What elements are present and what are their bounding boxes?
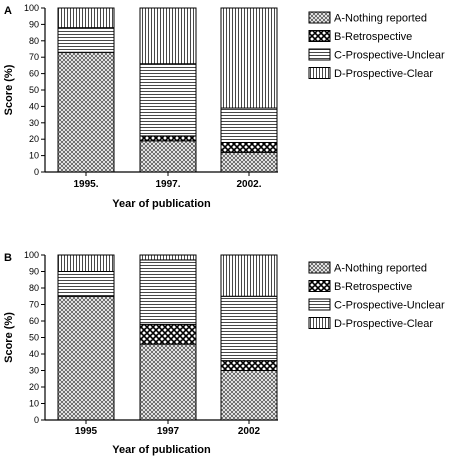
bar-segment	[57, 51, 115, 173]
bar-segment	[220, 107, 278, 143]
x-tick-label: 1995	[75, 426, 98, 437]
legend-swatch	[308, 280, 331, 292]
bar-segment	[220, 254, 278, 297]
legend-label: D-Prospective-Clear	[334, 68, 433, 80]
y-tick-label: 50	[29, 85, 39, 95]
y-tick-label: 30	[29, 366, 39, 376]
y-tick-label: 70	[29, 300, 39, 310]
legend-label: A-Nothing reported	[334, 263, 427, 275]
y-tick-label: 10	[29, 151, 39, 161]
bar-segment	[139, 7, 197, 65]
y-tick-label: 20	[29, 382, 39, 392]
y-tick-label: 0	[34, 415, 39, 425]
y-tick-label: 100	[24, 3, 39, 13]
legend-label: D-Prospective-Clear	[334, 318, 433, 330]
y-tick-label: 20	[29, 134, 39, 144]
y-tick-label: 50	[29, 333, 39, 343]
legend-swatch	[308, 11, 331, 24]
x-axis-title: Year of publication	[112, 444, 211, 456]
legend-label: A-Nothing reported	[334, 13, 427, 25]
chart-panel-a: A 0 10 20 30 40 50 60 70 80 90 100 Score (%) 1995. 199…	[3, 3, 445, 210]
legend-label: B-Retrospective	[334, 31, 412, 43]
legend-swatch	[308, 298, 331, 311]
legend-swatch	[308, 317, 331, 329]
y-tick-label: 40	[29, 349, 39, 359]
legend-label: C-Prospective-Unclear	[334, 50, 445, 62]
y-tick-label: 60	[29, 69, 39, 79]
bar-segment	[220, 141, 278, 153]
legend-label: B-Retrospective	[334, 281, 412, 293]
x-tick-label: 1997.	[155, 179, 180, 190]
legend-swatch	[308, 48, 331, 61]
panel-label: A	[4, 5, 12, 17]
y-axis-title: Score (%)	[3, 312, 15, 363]
bar-segment	[57, 7, 115, 29]
x-tick-label: 2002.	[236, 179, 261, 190]
y-tick-label: 80	[29, 36, 39, 46]
x-tick-label: 1995.	[73, 179, 98, 190]
legend: A-Nothing reported B-Retrospective C-Prosp…	[308, 261, 445, 330]
panel-label: B	[4, 252, 12, 264]
bar-segment	[139, 140, 197, 173]
bar-segment	[220, 7, 278, 109]
bar-segment	[220, 295, 278, 362]
bar-segment	[57, 271, 115, 297]
y-tick-label: 80	[29, 283, 39, 293]
chart-panel-b: B 0 10 20 30 40 50 60 70 80 90 100 Score (%) 1995 1997…	[3, 250, 445, 456]
y-tick-label: 60	[29, 316, 39, 326]
bar-segment	[220, 360, 278, 372]
x-axis-title: Year of publication	[112, 198, 211, 210]
y-tick-label: 30	[29, 118, 39, 128]
bar-segment	[139, 343, 197, 421]
y-axis-title: Score (%)	[3, 64, 15, 115]
legend-swatch	[308, 67, 331, 79]
bar-segment	[139, 254, 197, 261]
y-tick-label: 0	[34, 167, 39, 177]
legend-swatch	[308, 261, 331, 274]
legend: A-Nothing reported B-Retrospective C-Prosp…	[308, 11, 445, 80]
y-tick-label: 100	[24, 250, 39, 260]
legend-swatch	[308, 30, 331, 42]
bar-segment	[139, 259, 197, 325]
bar-segment	[220, 370, 278, 421]
y-tick-label: 10	[29, 399, 39, 409]
bar-segment	[57, 295, 115, 421]
bar-segment	[57, 254, 115, 272]
y-tick-label: 70	[29, 52, 39, 62]
bar-segment	[139, 323, 197, 345]
bar-segment	[57, 27, 115, 53]
y-tick-label: 90	[29, 267, 39, 277]
x-tick-label: 1997	[157, 426, 180, 437]
x-tick-label: 2002	[238, 426, 261, 437]
y-tick-label: 90	[29, 19, 39, 29]
bar-segment	[139, 135, 197, 142]
bar-segment	[220, 151, 278, 173]
y-tick-label: 40	[29, 101, 39, 111]
legend-label: C-Prospective-Unclear	[334, 300, 445, 312]
bar-segment	[139, 63, 197, 137]
